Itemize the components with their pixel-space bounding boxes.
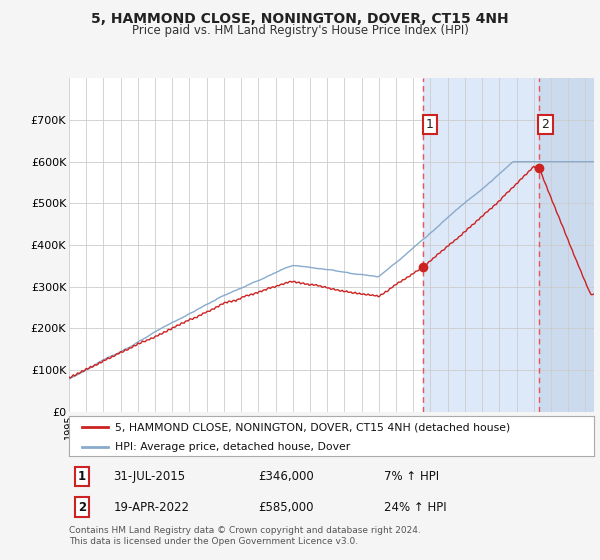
Text: Price paid vs. HM Land Registry's House Price Index (HPI): Price paid vs. HM Land Registry's House … [131,24,469,37]
Text: 5, HAMMOND CLOSE, NONINGTON, DOVER, CT15 4NH: 5, HAMMOND CLOSE, NONINGTON, DOVER, CT15… [91,12,509,26]
Text: 31-JUL-2015: 31-JUL-2015 [113,470,186,483]
Text: £585,000: £585,000 [258,501,314,514]
Bar [423,78,594,412]
Text: 1: 1 [426,118,434,130]
Text: 7% ↑ HPI: 7% ↑ HPI [384,470,439,483]
Text: £346,000: £346,000 [258,470,314,483]
Text: Contains HM Land Registry data © Crown copyright and database right 2024.
This d: Contains HM Land Registry data © Crown c… [69,526,421,546]
Text: 24% ↑ HPI: 24% ↑ HPI [384,501,446,514]
Text: 19-APR-2022: 19-APR-2022 [113,501,190,514]
Text: 5, HAMMOND CLOSE, NONINGTON, DOVER, CT15 4NH (detached house): 5, HAMMOND CLOSE, NONINGTON, DOVER, CT15… [115,422,511,432]
Text: 2: 2 [542,118,550,130]
Text: HPI: Average price, detached house, Dover: HPI: Average price, detached house, Dove… [115,442,350,452]
Text: 1: 1 [78,470,86,483]
Text: 2: 2 [78,501,86,514]
Bar [539,78,594,412]
